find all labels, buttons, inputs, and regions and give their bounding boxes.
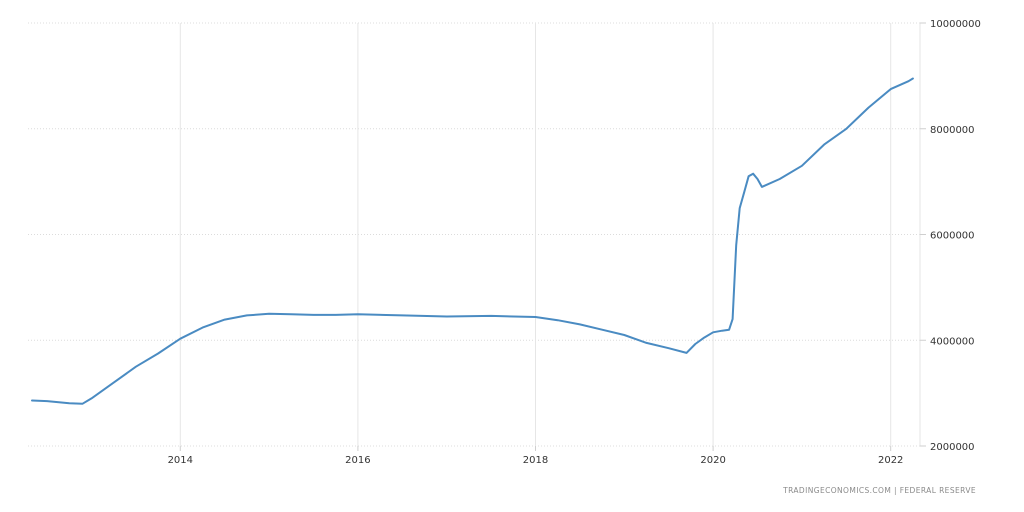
series-line bbox=[31, 77, 914, 405]
gridlines bbox=[28, 22, 921, 447]
x-tick-label: 2016 bbox=[345, 455, 370, 466]
x-tick-label: 2014 bbox=[168, 455, 193, 466]
x-tick-label: 2020 bbox=[700, 455, 725, 466]
x-axis-ticks: 2014 2016 2018 2020 2022 bbox=[168, 446, 903, 466]
y-tick-label: 10000000 bbox=[930, 19, 981, 30]
y-tick-label: 2000000 bbox=[930, 442, 975, 453]
y-tick-label: 8000000 bbox=[930, 125, 975, 136]
y-tick-label: 4000000 bbox=[930, 336, 975, 347]
y-axis-ticks: 2000000 4000000 6000000 8000000 10000000 bbox=[920, 19, 981, 453]
y-tick-label: 6000000 bbox=[930, 231, 975, 242]
x-tick-label: 2022 bbox=[878, 455, 903, 466]
attribution: TRADINGECONOMICS.COM | FEDERAL RESERVE bbox=[783, 486, 976, 495]
x-tick-label: 2018 bbox=[523, 455, 548, 466]
